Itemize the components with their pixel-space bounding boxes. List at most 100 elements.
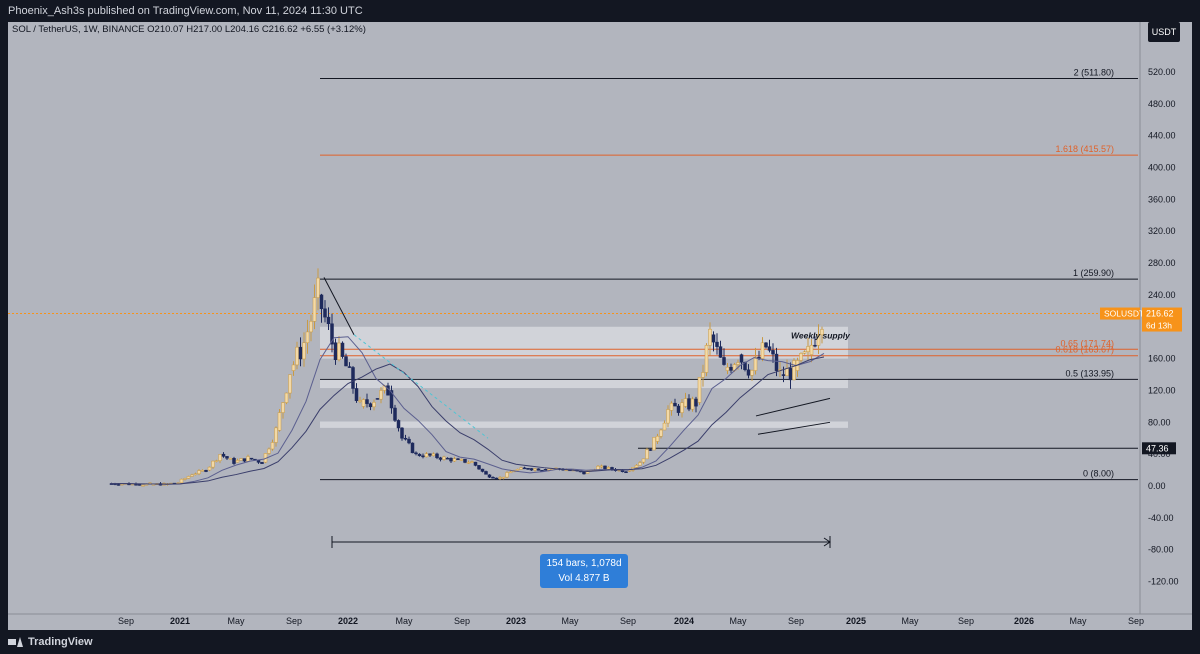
candle xyxy=(193,473,198,476)
candle xyxy=(666,409,670,424)
candle xyxy=(190,474,194,477)
y-tick-label: 440.00 xyxy=(1148,131,1176,141)
candle xyxy=(652,437,656,451)
ascending-line xyxy=(755,397,831,417)
candle xyxy=(729,366,733,371)
x-tick-label: May xyxy=(561,616,579,626)
candle xyxy=(774,353,779,371)
symbol-pair[interactable]: SOL / TetherUS, 1W, BINANCE xyxy=(12,24,145,35)
candle xyxy=(648,449,653,451)
last-price-label: 216.62 xyxy=(1146,309,1174,319)
candle xyxy=(519,467,523,470)
candle xyxy=(603,465,607,470)
ma-long-line xyxy=(110,356,825,485)
candle xyxy=(736,362,740,365)
candle xyxy=(683,398,688,407)
candle xyxy=(218,454,222,461)
candle xyxy=(708,328,712,346)
candle xyxy=(274,427,278,443)
publisher-text: Phoenix_Ash3s published on TradingView.c… xyxy=(8,5,363,17)
candle xyxy=(680,402,684,413)
candle xyxy=(816,334,821,346)
countdown-label: 6d 13h xyxy=(1146,321,1172,331)
candle xyxy=(197,470,201,475)
candle xyxy=(344,356,348,367)
candle xyxy=(319,294,324,310)
measure-arrow xyxy=(823,537,831,547)
x-tick-label: May xyxy=(901,616,919,626)
candle xyxy=(358,400,362,402)
candle xyxy=(225,456,229,459)
candle xyxy=(179,478,184,484)
supply-zone xyxy=(320,326,848,359)
support-price-tag xyxy=(1142,442,1176,455)
candle xyxy=(228,458,233,460)
x-tick-label: Sep xyxy=(118,616,134,626)
candle xyxy=(452,458,457,462)
y-tick-label: 520.00 xyxy=(1148,67,1176,77)
candle xyxy=(704,345,709,373)
x-tick-label: 2022 xyxy=(338,616,358,626)
candle xyxy=(340,342,345,357)
candle xyxy=(414,452,418,455)
low-value: L204.16 xyxy=(224,24,260,35)
candle xyxy=(407,438,411,444)
fib-level-label: 0.65 (171.74) xyxy=(1060,338,1114,348)
candle xyxy=(767,346,772,351)
candle xyxy=(393,407,397,421)
chart-area[interactable]: 520.00 480.00 440.00 400.00 360.00 320.00 280.… xyxy=(8,22,1192,630)
currency-button[interactable]: USDT xyxy=(1148,22,1180,42)
candle xyxy=(781,374,786,376)
x-tick-label: May xyxy=(1069,616,1087,626)
ascending-line-lower xyxy=(757,421,831,435)
change-value: +6.55 (+3.12%) xyxy=(300,24,366,35)
candle xyxy=(529,468,534,471)
candle xyxy=(333,342,338,360)
high-value: H217.00 xyxy=(186,24,223,35)
tradingview-logo[interactable]: TradingView xyxy=(8,630,93,654)
y-tick-label: -40.00 xyxy=(1148,513,1174,523)
x-tick-label: May xyxy=(729,616,747,626)
candle xyxy=(669,402,674,411)
x-tick-label: Sep xyxy=(620,616,636,626)
candle xyxy=(207,466,212,471)
candle xyxy=(515,469,520,471)
candle xyxy=(284,392,289,403)
x-tick-label: Sep xyxy=(788,616,804,626)
y-tick-label: 160.00 xyxy=(1148,354,1176,364)
x-tick-label: 2025 xyxy=(846,616,866,626)
candle xyxy=(725,366,730,371)
candle xyxy=(624,471,628,474)
candle xyxy=(697,377,702,403)
candle xyxy=(690,398,695,410)
candle xyxy=(183,478,187,480)
y-tick-label: -120.00 xyxy=(1148,577,1179,587)
candle xyxy=(232,458,236,464)
candle xyxy=(239,458,243,461)
candle xyxy=(711,334,716,343)
price-chart[interactable]: 520.00 480.00 440.00 400.00 360.00 320.00 280.… xyxy=(8,22,1192,630)
candle xyxy=(141,484,145,487)
x-tick-label: 2026 xyxy=(1014,616,1034,626)
candle xyxy=(715,341,719,347)
candle xyxy=(799,353,803,361)
fib-level-label: 2 (511.80) xyxy=(1074,68,1114,78)
candle xyxy=(211,460,215,468)
measure-volume: Vol 4.877 B xyxy=(558,573,610,584)
candle xyxy=(400,427,404,439)
candle xyxy=(281,402,285,413)
candle xyxy=(410,442,415,454)
trend-line xyxy=(323,277,355,335)
candle xyxy=(508,471,513,474)
weekly-supply-annotation: Weekly supply xyxy=(791,331,851,341)
x-tick-label: Sep xyxy=(1128,616,1144,626)
candle xyxy=(389,390,394,409)
candle xyxy=(260,462,264,464)
candle xyxy=(386,385,390,396)
open-value: O210.07 xyxy=(147,24,184,35)
candle xyxy=(347,366,352,368)
candle xyxy=(750,370,754,376)
candle xyxy=(424,453,429,458)
candle xyxy=(522,467,527,470)
candle xyxy=(676,405,681,413)
